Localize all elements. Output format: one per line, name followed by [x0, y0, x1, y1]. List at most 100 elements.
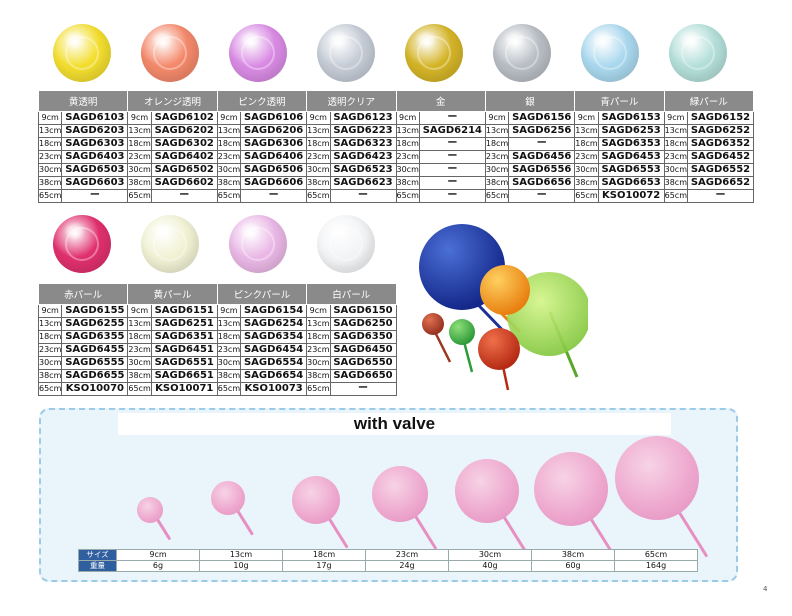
pink-balloon: [615, 436, 699, 520]
size-cell: 38cm: [127, 369, 152, 383]
product-code-cell: ー: [329, 189, 397, 203]
product-code-cell: SAGD6350: [329, 330, 397, 344]
size-cell: 18cm: [37, 137, 63, 151]
product-code-cell: SAGD6452: [687, 150, 754, 164]
product-code-cell: SAGD6654: [240, 369, 308, 383]
size-cell: 30cm: [37, 356, 63, 370]
product-code-cell: ー: [418, 137, 486, 151]
weight-value: 17g: [282, 560, 366, 572]
table-row: 13cm SAGD6203 13cm SAGD6202 13cm SAGD6206 13cm…: [37, 124, 754, 138]
product-code-cell: SAGD6152: [687, 111, 754, 125]
size-cell: 9cm: [484, 111, 510, 125]
product-code-cell: SAGD6206: [240, 124, 308, 138]
valve-section-title: with valve: [353, 414, 436, 433]
size-cell: 38cm: [306, 176, 331, 190]
size-cell: 23cm: [216, 343, 242, 357]
size-cell: 30cm: [216, 163, 242, 177]
table-row: 13cm SAGD6255 13cm SAGD6251 13cm SAGD6254 13cm…: [37, 317, 397, 331]
size-cell: 30cm: [216, 356, 242, 370]
weight-value: 24g: [365, 560, 449, 572]
size-cell: 13cm: [37, 317, 63, 331]
size-cell: 23cm: [37, 150, 63, 164]
product-code-cell: SAGD6102: [150, 111, 218, 125]
size-cell: 23cm: [306, 150, 331, 164]
size-cell: 38cm: [395, 176, 420, 190]
product-code-cell: SAGD6603: [61, 176, 129, 190]
size-cell: 13cm: [216, 317, 242, 331]
balloon-ring: [240, 35, 276, 71]
size-cell: 9cm: [216, 111, 242, 125]
weight-row: 重量 6g 10g 17g 24g 40g 60g 164g: [78, 560, 698, 572]
product-code-cell: SAGD6652: [687, 176, 754, 190]
color-header: 緑パール: [663, 90, 755, 112]
balloon-cluster-photo: [419, 224, 588, 391]
product-code-cell: SAGD6453: [597, 150, 665, 164]
product-code-cell: SAGD6403: [61, 150, 129, 164]
product-code-cell: SAGD6406: [240, 150, 308, 164]
size-cell: 38cm: [484, 176, 510, 190]
balloon-swatch: [581, 24, 639, 82]
product-code-cell: SAGD6155: [61, 304, 129, 318]
size-value: 30cm: [448, 549, 532, 561]
product-code-cell: SAGD6214: [418, 124, 486, 138]
balloon-swatch: [317, 24, 375, 82]
product-code-cell: SAGD6454: [240, 343, 308, 357]
size-cell: 18cm: [395, 137, 420, 151]
size-row: サイズ 9cm 13cm 18cm 23cm 30cm 38cm 65cm: [78, 549, 698, 561]
balloon-ring: [64, 226, 100, 262]
size-cell: 38cm: [216, 369, 242, 383]
table-row: 65cm KSO10070 65cm KSO10071 65cm KSO10073 65cm…: [37, 382, 397, 396]
product-code-cell: SAGD6554: [240, 356, 308, 370]
product-code-cell: SAGD6651: [150, 369, 218, 383]
product-code-cell: SAGD6203: [61, 124, 129, 138]
product-code-cell: ー: [418, 189, 486, 203]
size-cell: 9cm: [216, 304, 242, 318]
balloon-swatch: [229, 24, 287, 82]
table-row: 9cm SAGD6155 9cm SAGD6151 9cm SAGD6154 9cm SAGD…: [37, 304, 397, 318]
product-code-cell: SAGD6202: [150, 124, 218, 138]
product-code-cell: SAGD6303: [61, 137, 129, 151]
table-row: 18cm SAGD6303 18cm SAGD6302 18cm SAGD6306 18cm…: [37, 137, 754, 151]
size-cell: 13cm: [37, 124, 63, 138]
product-code-cell: SAGD6250: [329, 317, 397, 331]
size-cell: 18cm: [127, 137, 152, 151]
weight-label: 重量: [78, 560, 117, 572]
balloon-swatch: [141, 215, 199, 273]
product-code-cell: KSO10070: [61, 382, 129, 396]
size-weight-table: サイズ 9cm 13cm 18cm 23cm 30cm 38cm 65cm 重量 6g 10g…: [78, 549, 698, 572]
size-cell: 65cm: [127, 382, 152, 396]
product-code-cell: SAGD6550: [329, 356, 397, 370]
size-cell: 9cm: [395, 111, 420, 125]
size-cell: 9cm: [306, 111, 331, 125]
balloon-swatch: [229, 215, 287, 273]
size-cell: 13cm: [663, 124, 689, 138]
size-cell: 65cm: [216, 382, 242, 396]
balloon-swatch: [669, 24, 727, 82]
size-value: 65cm: [614, 549, 698, 561]
table-row: 9cm SAGD6103 9cm SAGD6102 9cm SAGD6106 9cm SAGD…: [37, 111, 754, 125]
product-code-cell: KSO10072: [597, 189, 665, 203]
size-cell: 65cm: [37, 189, 63, 203]
size-cell: 23cm: [216, 150, 242, 164]
size-cell: 13cm: [306, 317, 331, 331]
size-cell: 13cm: [127, 124, 152, 138]
size-cell: 13cm: [127, 317, 152, 331]
size-cell: 23cm: [127, 150, 152, 164]
size-cell: 18cm: [574, 137, 599, 151]
product-code-cell: ー: [150, 189, 218, 203]
balloon-ring: [592, 35, 628, 71]
product-code-cell: SAGD6503: [61, 163, 129, 177]
color-header: 銀: [484, 90, 576, 112]
product-code-cell: SAGD6455: [61, 343, 129, 357]
weight-value: 164g: [614, 560, 698, 572]
product-code-cell: SAGD6354: [240, 330, 308, 344]
product-code-cell: SAGD6553: [597, 163, 665, 177]
balloon-swatch: [493, 24, 551, 82]
pink-balloon: [372, 466, 428, 522]
size-cell: 13cm: [216, 124, 242, 138]
color-header: 赤パール: [37, 283, 129, 305]
size-cell: 30cm: [574, 163, 599, 177]
balloon-swatch: [317, 215, 375, 273]
table-header-row: 黄透明 オレンジ透明 ピンク透明 透明クリア金銀青パール 緑パール: [37, 90, 755, 112]
product-code-cell: SAGD6623: [329, 176, 397, 190]
